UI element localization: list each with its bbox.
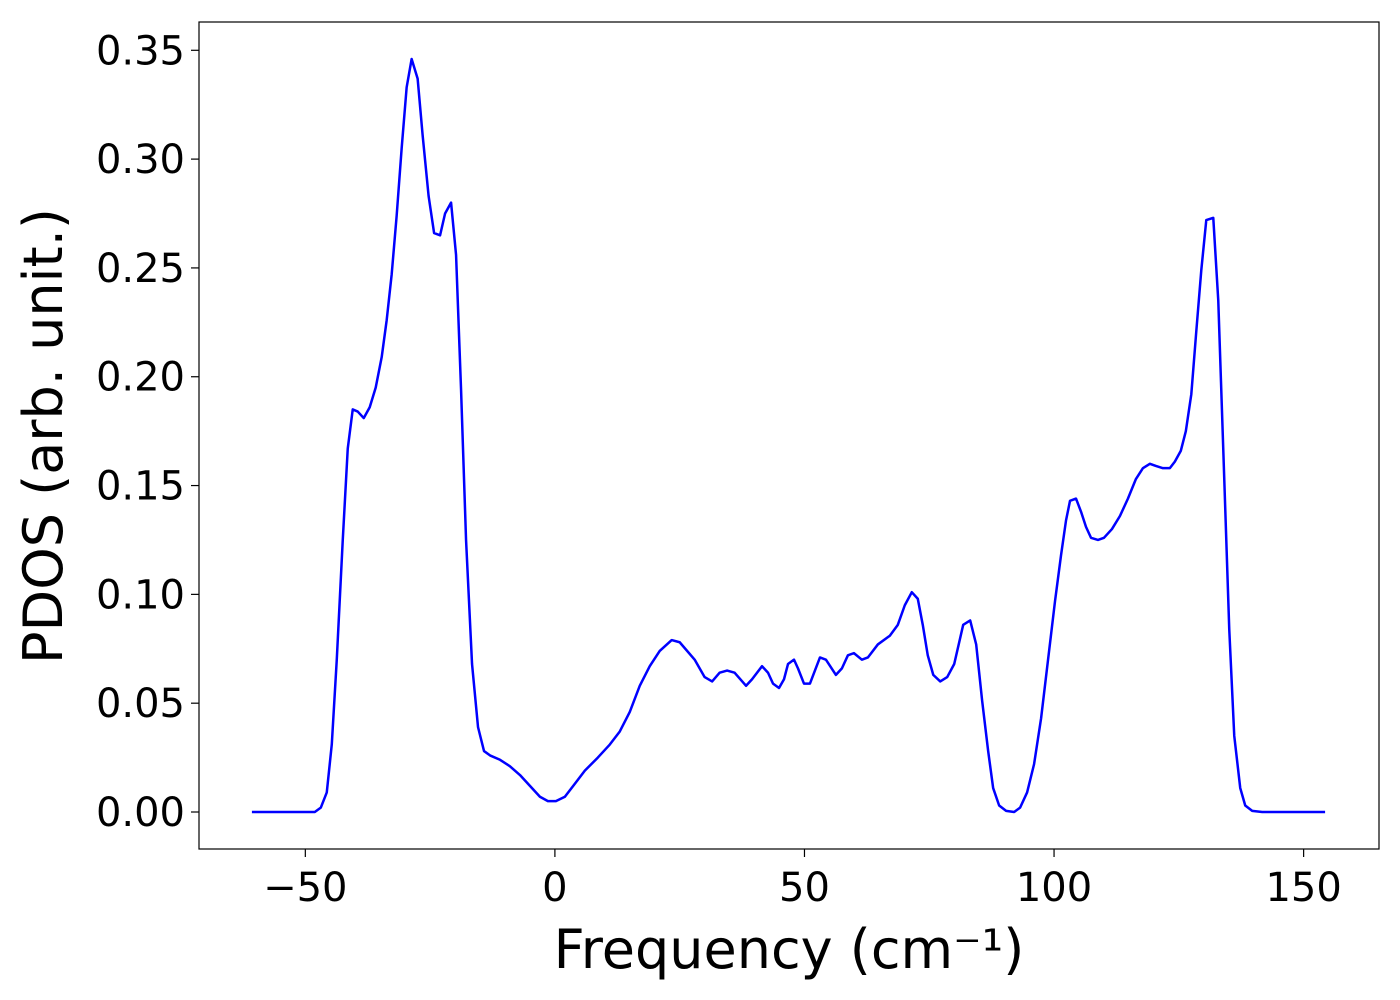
x-tick-label: −50 (263, 865, 347, 911)
y-tick-label: 0.00 (96, 790, 185, 836)
y-tick-label: 0.30 (96, 137, 185, 183)
x-tick-label: 100 (1016, 865, 1092, 911)
plot-frame (198, 21, 1380, 850)
x-tick-label: 0 (542, 865, 567, 911)
data-line (251, 57, 1326, 814)
y-tick-label: 0.20 (96, 355, 185, 401)
y-tick-label: 0.15 (96, 464, 185, 510)
y-axis-label: PDOS (arb. unit.) (12, 208, 75, 664)
y-tick-label: 0.05 (96, 681, 185, 727)
y-tick-label: 0.25 (96, 246, 185, 292)
y-tick-label: 0.35 (96, 28, 185, 74)
y-tick-label: 0.10 (96, 572, 185, 618)
x-tick-label: 50 (779, 865, 830, 911)
x-tick-label: 150 (1265, 865, 1341, 911)
x-axis-label: Frequency (cm⁻¹) (554, 918, 1025, 981)
